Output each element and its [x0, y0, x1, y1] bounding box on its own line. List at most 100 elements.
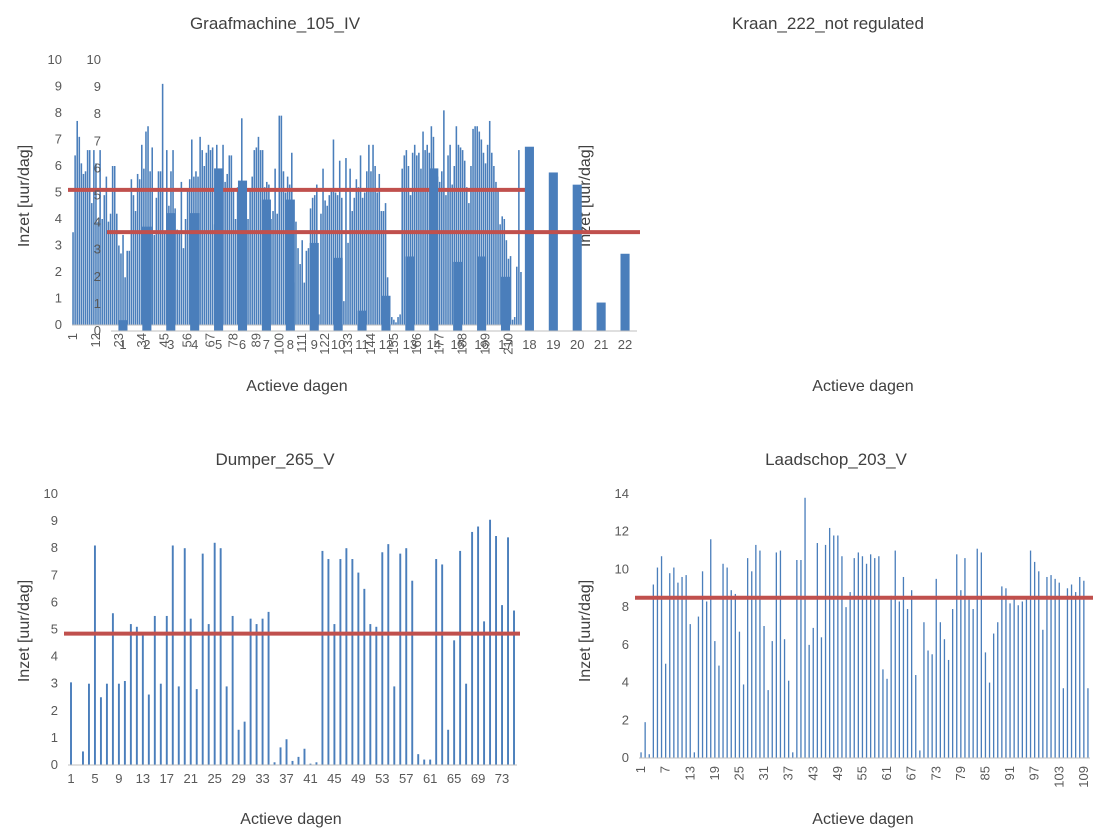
y-tick-label: 10 — [615, 561, 629, 576]
bar — [845, 607, 847, 758]
bar — [980, 552, 982, 758]
bar — [1046, 576, 1048, 758]
bar — [82, 173, 85, 325]
x-tick-label: 188 — [455, 333, 470, 355]
y-tick-label: 0 — [622, 750, 629, 765]
bar — [669, 573, 671, 758]
bar — [865, 563, 868, 758]
bar — [159, 171, 162, 325]
bar — [878, 556, 880, 758]
x-tick-label: 34 — [134, 333, 149, 347]
bar — [894, 550, 896, 758]
x-axis-title: Actieve dagen — [246, 378, 347, 395]
bar — [495, 181, 497, 325]
x-tick-label: 111 — [294, 333, 309, 353]
y-tick-label: 10 — [87, 52, 101, 67]
bar — [255, 624, 258, 765]
bar — [435, 559, 438, 765]
bar — [320, 213, 322, 325]
bar — [347, 242, 349, 325]
bar — [111, 166, 114, 325]
x-tick-label: 1 — [65, 333, 80, 340]
bar — [1033, 561, 1036, 758]
bar — [366, 171, 368, 325]
bar — [792, 752, 794, 758]
x-tick-label: 6 — [239, 337, 246, 352]
x-tick-label: 2 — [143, 337, 150, 352]
bar — [375, 626, 378, 765]
bar — [395, 322, 397, 325]
x-tick-label: 69 — [471, 771, 485, 786]
y-tick-label: 4 — [94, 215, 101, 230]
x-tick-label: 15 — [450, 337, 464, 352]
y-tick-label: 5 — [55, 185, 62, 200]
bar — [730, 590, 732, 758]
y-axis-title: Inzet [uur/dag] — [577, 580, 594, 682]
x-tick-label: 109 — [1076, 766, 1091, 788]
bar — [384, 203, 387, 325]
bar — [483, 621, 486, 765]
bar — [357, 310, 367, 331]
bar — [1021, 601, 1023, 758]
bar — [82, 751, 84, 765]
bar — [105, 683, 108, 765]
bar — [236, 187, 239, 325]
bar — [697, 616, 700, 758]
y-tick-label: 0 — [55, 317, 62, 332]
bar — [478, 131, 481, 325]
bar — [518, 150, 520, 325]
bar — [520, 272, 522, 325]
bar — [359, 155, 362, 325]
bar — [230, 155, 233, 325]
bar — [416, 155, 418, 325]
bar — [201, 150, 203, 325]
bar — [363, 192, 366, 325]
bar — [935, 578, 937, 758]
bar — [147, 126, 149, 325]
bar — [447, 729, 450, 765]
bar — [126, 250, 128, 325]
bar — [303, 282, 306, 325]
bar — [964, 558, 966, 758]
bar — [968, 599, 970, 758]
bar — [387, 544, 390, 765]
bar — [572, 184, 582, 331]
bar — [726, 567, 728, 758]
y-tick-label: 6 — [94, 160, 101, 175]
x-tick-label: 23 — [111, 333, 126, 347]
bar — [689, 624, 691, 758]
bar — [134, 211, 137, 325]
x-tick-label: 5 — [91, 771, 98, 786]
bar — [420, 168, 422, 325]
y-tick-label: 5 — [51, 622, 58, 637]
x-tick-label: 1 — [67, 771, 74, 786]
x-tick-label: 199 — [478, 333, 493, 355]
bar — [411, 580, 414, 765]
bar — [161, 83, 164, 325]
bar — [299, 264, 301, 325]
x-tick-label: 16 — [474, 337, 488, 352]
bar — [357, 187, 360, 325]
bar — [405, 256, 415, 331]
bar — [326, 205, 328, 325]
y-tick-label: 0 — [94, 323, 101, 338]
bar — [186, 189, 189, 325]
x-tick-label: 11 — [355, 337, 369, 352]
bar — [195, 689, 198, 765]
bar — [972, 609, 974, 758]
bar — [116, 213, 118, 325]
bar — [742, 684, 745, 758]
bar — [841, 556, 843, 758]
bar — [923, 622, 925, 758]
bar — [253, 150, 256, 325]
bar — [939, 622, 941, 758]
bar — [109, 213, 112, 325]
x-tick-label: 20 — [570, 337, 584, 352]
y-tick-label: 10 — [44, 486, 58, 501]
bar — [107, 221, 110, 325]
x-tick-label: 89 — [248, 333, 263, 347]
bar — [714, 641, 716, 758]
bar — [1087, 688, 1089, 758]
x-tick-label: 17 — [160, 771, 174, 786]
y-tick-label: 3 — [55, 238, 62, 253]
